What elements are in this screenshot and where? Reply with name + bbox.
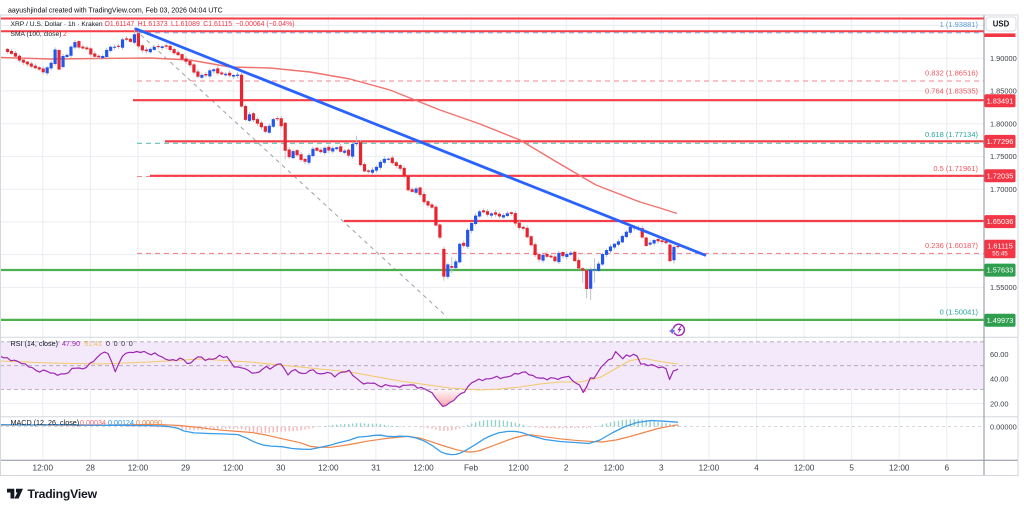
svg-text:12:00: 12:00 [508,464,529,473]
svg-text:1.85000: 1.85000 [990,87,1017,96]
svg-text:12:00: 12:00 [413,464,434,473]
svg-text:TradingView: TradingView [28,487,98,501]
svg-text:29: 29 [181,464,191,473]
svg-text:1.57633: 1.57633 [987,266,1014,275]
svg-text:Feb: Feb [464,464,479,473]
svg-text:60.00: 60.00 [990,350,1009,359]
svg-text:RSI (14, close): RSI (14, close) [11,339,59,348]
svg-text:2: 2 [564,464,569,473]
svg-text:47.90: 47.90 [62,339,80,348]
svg-text:51.41: 51.41 [84,339,102,348]
svg-text:0.5 (1.71961): 0.5 (1.71961) [933,164,978,173]
svg-text:0.832 (1.86516): 0.832 (1.86516) [925,69,978,78]
svg-text:6: 6 [945,464,950,473]
svg-text:aayushjindal created with Trad: aayushjindal created with TradingView.co… [8,8,223,15]
svg-text:1.90000: 1.90000 [990,54,1017,63]
svg-text:12:00: 12:00 [318,464,339,473]
svg-text:2: 2 [63,31,67,38]
svg-text:0.00090: 0.00090 [136,418,162,427]
svg-text:12:00: 12:00 [223,464,244,473]
svg-text:20.00: 20.00 [990,399,1009,408]
svg-text:1.77296: 1.77296 [987,137,1014,146]
svg-text:1.55000: 1.55000 [990,283,1017,292]
svg-text:12:00: 12:00 [33,464,54,473]
svg-text:1.80000: 1.80000 [990,119,1017,128]
svg-text:0 0 0 0: 0 0 0 0 [106,339,133,348]
svg-text:MACD (12, 26, close): MACD (12, 26, close) [11,418,80,427]
svg-text:0 (1.50041): 0 (1.50041) [940,308,979,317]
svg-text:0.00000: 0.00000 [990,422,1017,431]
svg-text:30: 30 [276,464,286,473]
svg-text:12:00: 12:00 [128,464,149,473]
svg-text:O1.61147 H1.61373 L1.61089 C1.: O1.61147 H1.61373 L1.61089 C1.61115 −0.0… [105,21,295,28]
svg-text:0.00034: 0.00034 [80,418,106,427]
svg-text:12:00: 12:00 [699,464,720,473]
svg-text:USD: USD [993,20,1010,29]
svg-text:1.83491: 1.83491 [987,96,1014,105]
svg-text:1.49973: 1.49973 [987,316,1014,325]
svg-text:12:00: 12:00 [604,464,625,473]
svg-text:4: 4 [754,464,759,473]
svg-text:55:45: 55:45 [992,251,1008,258]
svg-text:1.75000: 1.75000 [990,152,1017,161]
svg-text:0.236 (1.60187): 0.236 (1.60187) [925,241,978,250]
svg-text:SMA (100, close): SMA (100, close) [11,31,62,38]
svg-text:28: 28 [86,464,96,473]
svg-text:31: 31 [371,464,381,473]
svg-text:XRP / U.S. Dollar · 1h · Krake: XRP / U.S. Dollar · 1h · Kraken [11,21,103,28]
svg-text:40.00: 40.00 [990,374,1009,383]
svg-text:0.618 (1.77134): 0.618 (1.77134) [925,130,978,139]
svg-text:1 (1.93881): 1 (1.93881) [940,20,979,29]
svg-text:0.00124: 0.00124 [108,418,134,427]
svg-text:1.70000: 1.70000 [990,185,1017,194]
svg-text:1.65036: 1.65036 [987,217,1014,226]
svg-text:12:00: 12:00 [889,464,910,473]
svg-text:1.61115: 1.61115 [987,242,1013,251]
svg-text:3: 3 [659,464,664,473]
svg-text:5: 5 [849,464,854,473]
svg-text:0.764 (1.83535): 0.764 (1.83535) [925,87,978,96]
svg-text:1.72035: 1.72035 [987,171,1014,180]
svg-text:12:00: 12:00 [794,464,815,473]
